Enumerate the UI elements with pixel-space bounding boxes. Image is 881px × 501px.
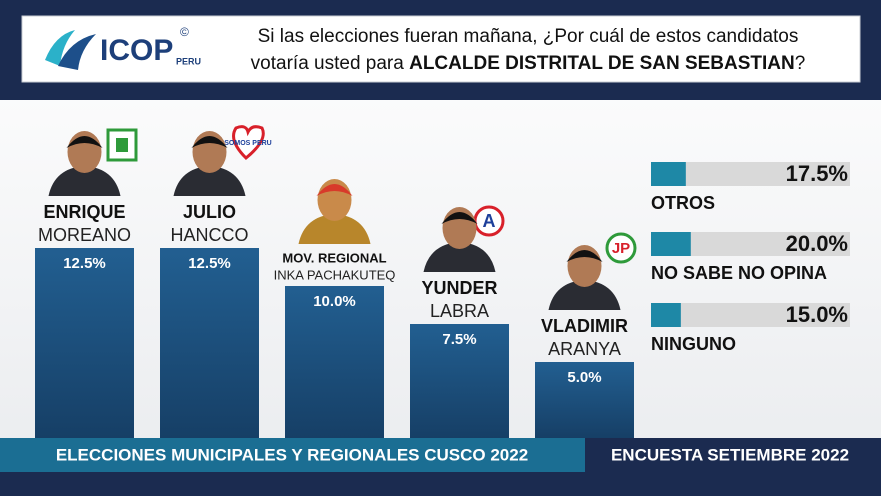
- copyright: ©: [180, 25, 189, 39]
- value-label: 5.0%: [567, 369, 601, 386]
- party-logo-text: JP: [612, 240, 630, 257]
- category-surname: LABRA: [430, 301, 489, 321]
- party-logo-icon: [116, 138, 128, 152]
- logo-mark: [58, 34, 96, 70]
- question-bold: ALCALDE DISTRITAL DE SAN SEBASTIAN: [409, 53, 795, 74]
- portrait-body: [423, 242, 496, 272]
- value-label: 7.5%: [442, 331, 476, 348]
- bar: [160, 248, 259, 438]
- category-name: VLADIMIR: [541, 316, 628, 336]
- track: [651, 303, 850, 327]
- category-surname: INKA PACHAKUTEQ: [274, 267, 396, 282]
- question-line: votaría usted para ALCALDE DISTRITAL DE …: [251, 53, 806, 74]
- brand: ICOP: [100, 34, 173, 67]
- side-category: NINGUNO: [651, 334, 736, 354]
- portrait-hair: [66, 136, 103, 148]
- category-name: JULIO: [183, 202, 236, 222]
- value-label: 12.5%: [188, 255, 231, 272]
- portrait-body: [173, 166, 246, 196]
- question-text: votaría usted para: [251, 53, 405, 74]
- party-logo-text: SOMOS PERU: [224, 140, 271, 147]
- side-value-label: 20.0%: [786, 231, 848, 256]
- bar: [410, 324, 509, 438]
- category-surname: HANCCO: [170, 225, 248, 245]
- footer-bottom: [0, 472, 881, 496]
- footer-right-band: [585, 438, 881, 472]
- portrait-body: [48, 166, 121, 196]
- side-category: NO SABE NO OPINA: [651, 263, 827, 283]
- category-name: YUNDER: [421, 278, 497, 298]
- portrait-body: [298, 214, 371, 244]
- party-logo: [232, 125, 265, 161]
- side-value-label: 15.0%: [786, 302, 848, 327]
- portrait-hair: [441, 212, 478, 224]
- portrait-hair: [566, 250, 603, 262]
- footer-right: ENCUESTA SETIEMBRE 2022: [611, 445, 849, 464]
- footer-left-band: [0, 438, 585, 472]
- portrait-hair: [191, 136, 228, 148]
- category-surname: ARANYA: [548, 339, 621, 359]
- side-value-label: 17.5%: [786, 161, 848, 186]
- bar: [35, 248, 134, 438]
- question: Si las elecciones fueran mañana, ¿Por cu…: [258, 26, 799, 47]
- party-logo: [605, 232, 637, 264]
- bar: [285, 286, 384, 438]
- value-label: 12.5%: [63, 255, 106, 272]
- side-bar: [651, 303, 681, 327]
- question-end: ?: [795, 53, 806, 74]
- side-bar: [651, 232, 691, 256]
- party-logo-text: A: [483, 211, 496, 231]
- category-name: MOV. REGIONAL: [282, 250, 386, 265]
- side-bar: [651, 162, 686, 186]
- brand-sub: PERU: [176, 56, 201, 66]
- bar: [535, 362, 634, 438]
- category-surname: MOREANO: [38, 225, 131, 245]
- category-name: ENRIQUE: [43, 202, 125, 222]
- value-label: 10.0%: [313, 293, 356, 310]
- logo-mark: [45, 30, 75, 66]
- portrait-body: [548, 280, 621, 310]
- side-category: OTROS: [651, 193, 715, 213]
- footer-left: ELECCIONES MUNICIPALES Y REGIONALES CUSC…: [56, 445, 528, 464]
- portrait-hair: [316, 184, 353, 196]
